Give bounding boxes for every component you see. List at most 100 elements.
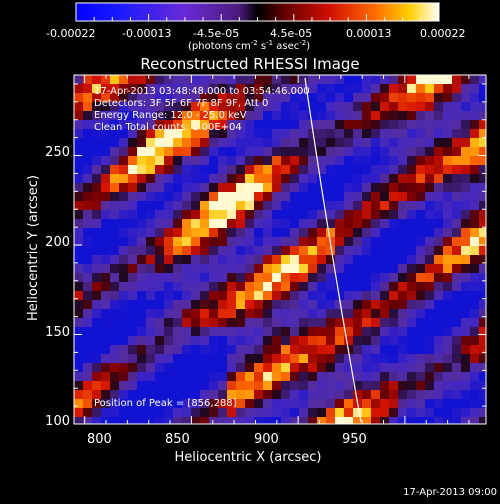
image-pixel	[434, 156, 443, 165]
image-pixel	[461, 309, 470, 318]
image-pixel	[299, 84, 308, 93]
image-pixel	[479, 408, 486, 417]
image-pixel	[74, 75, 83, 84]
image-pixel	[83, 363, 92, 372]
image-pixel	[227, 282, 236, 291]
image-pixel	[200, 354, 209, 363]
image-pixel	[200, 111, 209, 120]
image-pixel	[290, 75, 299, 84]
image-pixel	[155, 120, 164, 129]
image-pixel	[254, 228, 263, 237]
image-pixel	[137, 291, 146, 300]
y-tick-label: 200	[45, 235, 70, 250]
image-pixel	[74, 354, 83, 363]
image-pixel	[344, 102, 353, 111]
image-pixel	[272, 84, 281, 93]
image-pixel	[452, 120, 461, 129]
image-pixel	[407, 147, 416, 156]
image-pixel	[272, 129, 281, 138]
image-pixel	[173, 75, 182, 84]
image-pixel	[254, 219, 263, 228]
image-pixel	[74, 300, 83, 309]
image-pixel	[119, 219, 128, 228]
image-pixel	[83, 156, 92, 165]
image-pixel	[380, 408, 389, 417]
image-pixel	[146, 156, 155, 165]
image-pixel	[263, 165, 272, 174]
image-pixel	[101, 102, 110, 111]
image-pixel	[200, 237, 209, 246]
image-pixel	[308, 345, 317, 354]
x-tick-label: 800	[87, 432, 112, 447]
image-pixel	[434, 75, 443, 84]
image-pixel	[173, 273, 182, 282]
image-pixel	[389, 264, 398, 273]
image-pixel	[164, 255, 173, 264]
image-pixel	[398, 156, 407, 165]
image-pixel	[164, 291, 173, 300]
image-pixel	[371, 120, 380, 129]
image-pixel	[362, 210, 371, 219]
image-pixel	[200, 93, 209, 102]
image-pixel	[299, 93, 308, 102]
image-pixel	[200, 201, 209, 210]
image-pixel	[326, 336, 335, 345]
image-pixel	[335, 336, 344, 345]
image-pixel	[461, 201, 470, 210]
image-pixel	[119, 192, 128, 201]
image-pixel	[128, 201, 137, 210]
image-pixel	[83, 84, 92, 93]
image-pixel	[317, 138, 326, 147]
image-pixel	[200, 408, 209, 417]
image-pixel	[290, 192, 299, 201]
image-pixel	[416, 318, 425, 327]
image-pixel	[263, 417, 272, 424]
image-pixel	[443, 192, 452, 201]
image-pixel	[110, 210, 119, 219]
image-pixel	[398, 336, 407, 345]
image-pixel	[326, 174, 335, 183]
image-pixel	[146, 354, 155, 363]
image-pixel	[263, 210, 272, 219]
image-pixel	[272, 300, 281, 309]
image-pixel	[452, 102, 461, 111]
image-pixel	[317, 165, 326, 174]
image-pixel	[452, 183, 461, 192]
image-pixel	[173, 363, 182, 372]
image-pixel	[353, 327, 362, 336]
image-pixel	[137, 255, 146, 264]
image-pixel	[191, 84, 200, 93]
image-pixel	[83, 210, 92, 219]
image-pixel	[137, 129, 146, 138]
image-pixel	[407, 156, 416, 165]
image-pixel	[119, 417, 128, 424]
image-pixel	[227, 408, 236, 417]
image-pixel	[335, 246, 344, 255]
image-pixel	[344, 300, 353, 309]
image-pixel	[299, 156, 308, 165]
image-pixel	[479, 345, 486, 354]
image-pixel	[407, 228, 416, 237]
image-pixel	[245, 93, 254, 102]
image-pixel	[155, 246, 164, 255]
image-pixel	[416, 201, 425, 210]
image-pixel	[146, 129, 155, 138]
image-pixel	[380, 417, 389, 424]
image-pixel	[218, 93, 227, 102]
image-pixel	[272, 354, 281, 363]
image-pixel	[236, 246, 245, 255]
image-pixel	[416, 129, 425, 138]
image-pixel	[272, 201, 281, 210]
image-pixel	[155, 255, 164, 264]
image-pixel	[272, 210, 281, 219]
image-pixel	[380, 147, 389, 156]
image-pixel	[299, 318, 308, 327]
image-pixel	[92, 255, 101, 264]
image-pixel	[236, 138, 245, 147]
image-pixel	[308, 192, 317, 201]
image-pixel	[74, 156, 83, 165]
colorbar-tick-label: 0.00022	[420, 27, 466, 40]
image-pixel	[407, 84, 416, 93]
image-pixel	[155, 102, 164, 111]
image-pixel	[128, 354, 137, 363]
